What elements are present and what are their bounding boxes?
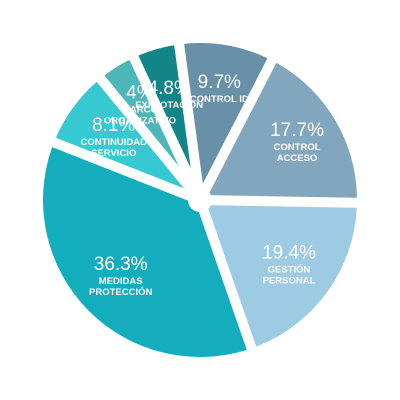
slice-category-label: CONTROL	[274, 142, 321, 153]
pie-slice	[42, 144, 250, 357]
slice-separator	[47, 135, 202, 205]
slice-category-label: ORGANIZATIVO	[104, 115, 176, 126]
slice-category-label: CONTROL ID	[190, 94, 249, 105]
slice-percent-label: 4%	[126, 82, 154, 103]
slice-percent-label: 8.1%	[92, 115, 135, 136]
slice-category-label: MEDIDAS	[99, 276, 143, 287]
slice-separator	[173, 38, 205, 201]
slice-category-label: EXPLOTACIÓN	[135, 99, 203, 111]
pie-slice	[200, 62, 357, 203]
slice-percent-label: 36.3%	[94, 254, 148, 275]
slice-separator	[127, 50, 205, 203]
slice-separator	[199, 195, 363, 208]
slice-category-label: GESTIÓN	[268, 263, 311, 275]
center-hub	[188, 188, 212, 212]
pie-slice	[55, 81, 200, 200]
slice-separator	[93, 71, 204, 204]
slice-percent-label: 9.7%	[198, 72, 241, 93]
slice-category-label: CONTINUIDAD	[80, 137, 147, 148]
pie-slices	[42, 38, 363, 357]
slice-percent-label: 17.7%	[270, 120, 324, 141]
slice-category-label: PERSONAL	[263, 275, 316, 286]
slice-percent-label: 4.8%	[148, 78, 191, 99]
slice-separator	[195, 198, 258, 355]
slice-percent-label: 19.4%	[262, 242, 316, 263]
slice-category-label: ACCESO	[277, 153, 318, 164]
slice-category-label: MARCO	[122, 104, 158, 115]
slice-category-label: PROTECCIÓN	[89, 286, 152, 298]
slice-category-label: SERVICIO	[91, 148, 136, 159]
slice-separator	[195, 53, 279, 203]
pie-slice	[179, 43, 270, 200]
